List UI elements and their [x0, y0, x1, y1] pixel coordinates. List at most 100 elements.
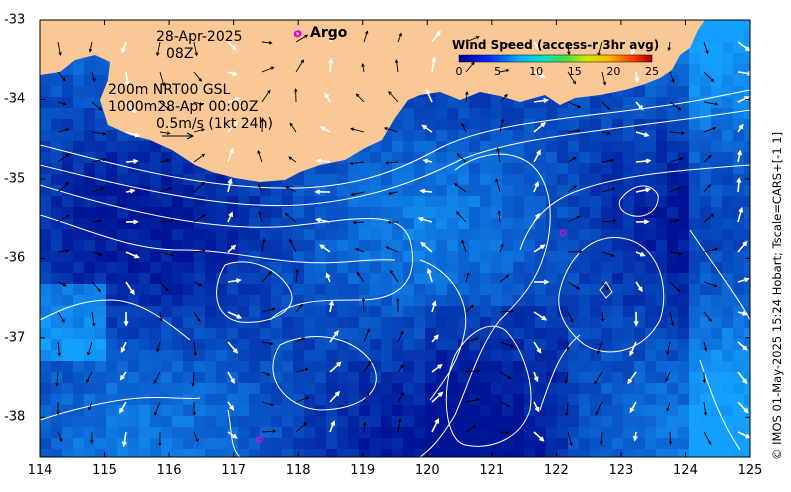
wind-cell [579, 108, 591, 120]
wind-cell [150, 251, 162, 263]
wind-cell [722, 119, 734, 131]
wind-cell [359, 372, 371, 384]
wind-cell [392, 328, 404, 340]
current-arrow [629, 401, 637, 414]
current-arrow [703, 101, 719, 106]
wind-cell [535, 251, 547, 263]
current-arrow [703, 183, 711, 193]
wind-cell [326, 405, 338, 417]
current-arrow [499, 93, 508, 103]
wind-cell [733, 20, 745, 32]
wind-cell [678, 317, 690, 329]
wind-cell [601, 295, 613, 307]
wind-cell [568, 416, 580, 428]
wind-cell [689, 152, 701, 164]
wind-cell [601, 405, 613, 417]
wind-cell [601, 207, 613, 219]
wind-cell [62, 163, 74, 175]
wind-cell [568, 185, 580, 197]
current-arrow [57, 41, 62, 57]
wind-cell [590, 174, 602, 186]
wind-cell [634, 372, 646, 384]
wind-cell [623, 372, 635, 384]
wind-cell [722, 328, 734, 340]
wind-cell [282, 251, 294, 263]
wind-cell [656, 427, 668, 439]
wind-cell [315, 273, 327, 285]
wind-cell [150, 295, 162, 307]
wind-cell [95, 251, 107, 263]
current-arrow [736, 177, 742, 193]
wind-cell [568, 438, 580, 450]
wind-cell [183, 207, 195, 219]
current-arrow [703, 213, 715, 223]
colorbar-tick-label: 20 [606, 65, 621, 78]
wind-cell [227, 328, 239, 340]
wind-cell [733, 207, 745, 219]
wind-cell [568, 207, 580, 219]
wind-cell [117, 196, 129, 208]
wind-cell [348, 438, 360, 450]
current-arrow [669, 218, 680, 223]
wind-cell [238, 328, 250, 340]
wind-cell [84, 361, 96, 373]
wind-cell [315, 416, 327, 428]
wind-cell [205, 416, 217, 428]
wind-cell [172, 306, 184, 318]
wind-cell [403, 229, 415, 241]
wind-cell [40, 383, 52, 395]
wind-cell [381, 416, 393, 428]
wind-cell [513, 427, 525, 439]
wind-cell [425, 306, 437, 318]
wind-cell [612, 240, 624, 252]
wind-cell [491, 141, 503, 153]
wind-cell [711, 163, 723, 175]
wind-cell [491, 273, 503, 285]
wind-cell [733, 218, 745, 230]
wind-cell [216, 350, 228, 362]
wind-cell [447, 251, 459, 263]
wind-cell [623, 284, 635, 296]
wind-cell [271, 317, 283, 329]
wind-cell [62, 361, 74, 373]
wind-cell [62, 339, 74, 351]
wind-cell [326, 185, 338, 197]
current-arrow [635, 131, 650, 138]
wind-cell [689, 350, 701, 362]
wind-cell [447, 317, 459, 329]
wind-cell [139, 306, 151, 318]
wind-cell [194, 229, 206, 241]
wind-cell [95, 317, 107, 329]
wind-cell [315, 427, 327, 439]
wind-cell [667, 152, 679, 164]
wind-cell [557, 328, 569, 340]
wind-cell [337, 185, 349, 197]
wind-cell [425, 119, 437, 131]
wind-cell [194, 383, 206, 395]
wind-cell [194, 405, 206, 417]
wind-cell [722, 42, 734, 54]
wind-cell [590, 262, 602, 274]
wind-cell [733, 262, 745, 274]
wind-cell [469, 130, 481, 142]
current-arrow [737, 41, 750, 52]
wind-cell [458, 361, 470, 373]
wind-cell [711, 97, 723, 109]
wind-cell [403, 306, 415, 318]
wind-cell [249, 306, 261, 318]
wind-cell [150, 427, 162, 439]
wind-cell [579, 97, 591, 109]
wind-cell [491, 240, 503, 252]
wind-cell [425, 339, 437, 351]
wind-cell [84, 75, 96, 87]
wind-cell [403, 240, 415, 252]
wind-cell [205, 196, 217, 208]
wind-cell [227, 306, 239, 318]
current-arrow [319, 126, 331, 133]
wind-cell [678, 372, 690, 384]
current-arrow [124, 71, 130, 87]
wind-cell [293, 427, 305, 439]
current-arrow [91, 157, 107, 163]
wind-cell [491, 185, 503, 197]
wind-cell [40, 317, 52, 329]
